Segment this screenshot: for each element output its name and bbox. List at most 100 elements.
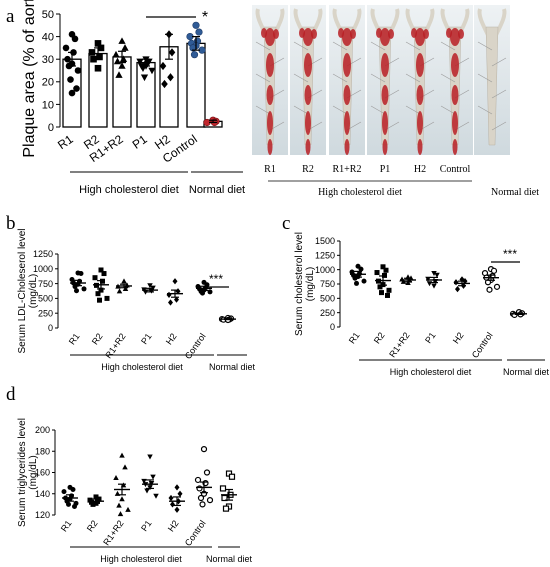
data-point: [161, 79, 168, 89]
data-point: [174, 296, 179, 303]
x-tick-label: H2: [164, 331, 179, 346]
photo-group-normal: Normal diet: [491, 187, 539, 198]
x-tick-label: H2: [166, 518, 181, 533]
y-axis-unit: (mg/dL): [305, 267, 316, 301]
side-vessel: [477, 41, 493, 51]
plaque-lesion: [261, 28, 267, 38]
data-point: [354, 280, 359, 286]
x-tick-label: R1: [347, 330, 362, 345]
x-tick-label: R2: [372, 330, 387, 345]
data-point: [200, 446, 208, 453]
plaque-lesion: [381, 85, 389, 105]
data-point: [98, 267, 104, 273]
plaque-lesion: [338, 28, 344, 38]
plaque-lesion: [382, 139, 388, 155]
data-point: [194, 476, 202, 484]
data-point: [67, 76, 74, 83]
data-point: [486, 286, 493, 293]
data-point: [172, 278, 178, 285]
plaque-lesion: [343, 53, 351, 77]
plaque-lesion: [380, 28, 390, 46]
aorta-strip: [402, 5, 438, 155]
data-point: [203, 469, 211, 476]
data-point: [142, 289, 149, 295]
group-label-normal: Normal diet: [189, 184, 245, 196]
data-point: [170, 501, 175, 508]
data-point: [352, 275, 358, 281]
photo-label: P1: [380, 164, 391, 175]
group-label-normal: Normal diet: [206, 554, 253, 564]
plaque-lesion: [265, 28, 275, 46]
side-vessel: [293, 105, 309, 115]
x-tick-label: Control: [183, 331, 208, 361]
data-point: [96, 53, 103, 61]
aorta-strip: [474, 5, 510, 155]
plaque-lesion: [451, 53, 459, 77]
side-vessel: [255, 105, 271, 115]
plaque-lesion: [417, 139, 423, 155]
panel-letter-b: b: [6, 213, 16, 234]
significance-mark: ***: [209, 272, 223, 286]
side-vessel: [477, 73, 493, 83]
y-tick-label: 750: [320, 279, 335, 289]
data-point: [174, 484, 180, 491]
data-point: [119, 452, 125, 458]
data-point: [139, 65, 147, 73]
y-tick-label: 1500: [315, 236, 335, 246]
data-point: [190, 51, 199, 59]
plaque-lesion: [266, 53, 274, 77]
group-label-high: High cholesterol diet: [390, 367, 472, 377]
x-tick-label: R1: [55, 132, 76, 152]
photo-label: R1: [264, 164, 276, 175]
data-point: [434, 272, 440, 278]
plaque-lesion: [451, 85, 459, 105]
chart-panel-c: 0 250 500 750 1000 1250 1500 Serum cholesterol …: [294, 232, 550, 377]
data-point: [385, 292, 390, 298]
chart-panel-b: 0 250 500 750 1000 1250 Serum LDL-Choleserol l…: [17, 228, 256, 372]
data-point: [177, 490, 183, 497]
side-vessel: [293, 73, 309, 83]
chart-panel-d: 120 140 160 180 200 Serum triglycerides level…: [17, 418, 253, 564]
y-tick-label: 250: [38, 308, 53, 318]
data-point: [148, 67, 156, 75]
y-tick-label: 1000: [33, 264, 53, 274]
data-point: [68, 89, 76, 97]
side-vessel: [370, 73, 386, 83]
plaque-lesion: [350, 29, 356, 39]
data-point: [118, 62, 126, 69]
data-point: [199, 501, 206, 508]
y-tick-label: 1250: [315, 250, 335, 260]
data-point: [93, 494, 99, 500]
panel-letter-d: d: [6, 384, 16, 405]
data-point: [113, 474, 119, 480]
y-axis-title: Serum cholesterol level: [294, 232, 305, 336]
y-tick-label: 30: [42, 54, 54, 66]
plaque-lesion: [446, 28, 452, 38]
plaque-lesion: [381, 53, 389, 77]
x-tick-label: P1: [423, 330, 438, 345]
plaque-lesion: [267, 139, 273, 155]
y-tick-label: 10: [42, 99, 54, 111]
data-point: [90, 501, 96, 507]
data-point: [150, 474, 156, 480]
aorta-strip: [329, 5, 365, 155]
side-vessel: [491, 89, 507, 99]
side-vessel: [370, 105, 386, 115]
data-point: [228, 473, 236, 480]
y-axis-title: Serum triglycerides level: [17, 418, 28, 527]
y-tick-label: 0: [48, 122, 54, 134]
significance-mark: *: [202, 9, 208, 26]
data-point: [425, 276, 431, 282]
data-point: [62, 44, 70, 52]
y-tick-label: 0: [48, 323, 53, 333]
data-point: [90, 55, 97, 63]
data-point: [92, 275, 98, 281]
panel-letter-a: a: [6, 6, 15, 27]
plaque-lesion: [415, 28, 425, 46]
y-tick-label: 180: [35, 446, 50, 456]
aorta-strip: [437, 5, 473, 155]
x-tick-label: R1+R2: [387, 330, 411, 359]
plaque-lesion: [342, 28, 352, 46]
data-point: [98, 287, 104, 293]
significance-mark: ***: [503, 247, 517, 261]
